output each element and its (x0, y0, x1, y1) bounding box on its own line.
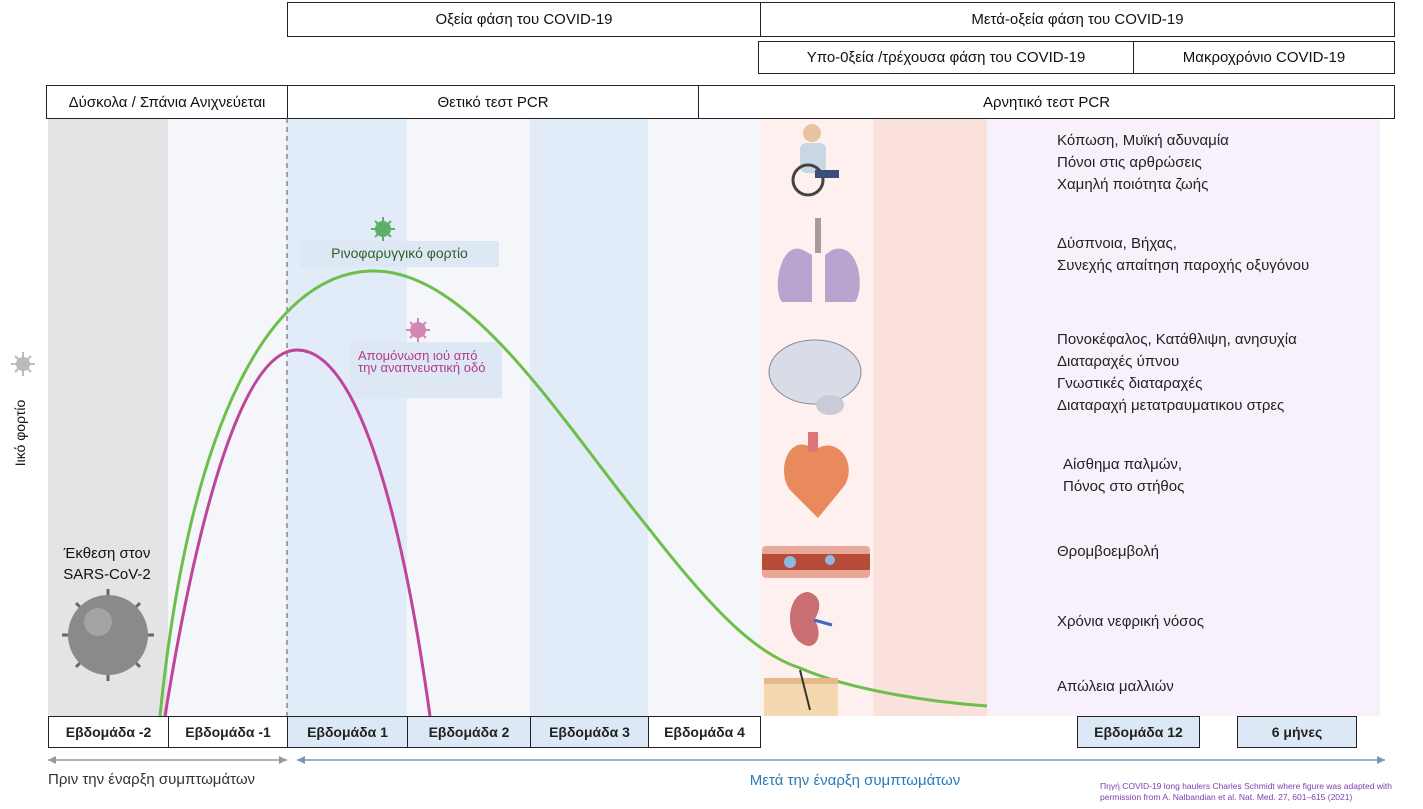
week-minus1: Εβδομάδα -1 (168, 716, 288, 748)
week-1: Εβδομάδα 1 (287, 716, 408, 748)
wheelchair-icon (791, 124, 839, 197)
brain-icon (768, 339, 862, 415)
y-axis-label: Ιικό φορτίο (12, 399, 28, 467)
before-arrow-left (48, 756, 56, 764)
before-arrow-right (279, 756, 287, 764)
phase-subacute: Υπο-0ξεία /τρέχουσα φάση του COVID-19 (758, 41, 1134, 74)
source-line-2: permission from A. Nalbandian et al. Nat… (1100, 792, 1353, 802)
gray-virus-icon (11, 352, 35, 376)
green-label-bg (300, 241, 499, 267)
green-virus-icon (371, 217, 395, 241)
six-months: 6 μήνες (1237, 716, 1357, 748)
phase-post-acute: Μετά-οξεία φάση του COVID-19 (760, 2, 1395, 37)
symptom-respiratory: Δύσπνοια, Βήχας, Συνεχής απαίτηση παροχή… (1057, 235, 1310, 274)
exposure-label: Έκθεση στον SARS-CoV-2 (63, 545, 151, 583)
phase-long: Μακροχρόνιο COVID-19 (1133, 41, 1395, 74)
band-week-minus1 (168, 118, 287, 716)
week-4: Εβδομάδα 4 (648, 716, 761, 748)
band-week2 (407, 118, 530, 716)
pcr-positive: Θετικό τεστ PCR (287, 85, 699, 119)
week-3: Εβδομάδα 3 (530, 716, 649, 748)
band-week1 (287, 118, 407, 716)
heart-icon (784, 432, 849, 518)
blood-vessel-icon (762, 546, 870, 578)
purple-curve (163, 348, 432, 717)
sars-cov-2-virus-icon (62, 589, 154, 681)
week-12: Εβδομάδα 12 (1077, 716, 1200, 748)
after-arrow-left (297, 756, 305, 764)
source-line-1: Πηγή COVID-19 long haulers Charles Schmi… (1100, 781, 1392, 791)
symptom-thrombo: Θρομβοεμβολή (1057, 543, 1160, 560)
symptom-kidney: Χρόνια νεφρική νόσος (1057, 613, 1205, 630)
band-long (987, 118, 1380, 716)
green-curve-label: Ρινοφαρυγγικό φορτίο (331, 245, 468, 261)
phase-acute: Οξεία φάση του COVID-19 (287, 2, 761, 37)
source-citation: Πηγή COVID-19 long haulers Charles Schmi… (1100, 781, 1392, 803)
green-curve (158, 269, 988, 717)
week-minus2: Εβδομάδα -2 (48, 716, 169, 748)
pcr-hard: Δύσκολα / Σπάνια Ανιχνεύεται (46, 85, 288, 119)
band-week3 (530, 118, 648, 716)
kidney-icon (789, 592, 833, 646)
symptom-cardiac: Αίσθημα παλμών, Πόνος στο στήθος (1063, 456, 1185, 495)
symptom-hair: Απώλεια μαλλιών (1057, 678, 1174, 695)
band-subacute-1 (760, 118, 873, 716)
band-week4 (648, 118, 760, 716)
purple-curve-label: Απομόνωση ιού από την αναπνευστική οδό (358, 348, 486, 375)
after-arrow-right (1377, 756, 1385, 764)
week-2: Εβδομάδα 2 (407, 716, 531, 748)
purple-virus-icon (406, 318, 430, 342)
lungs-icon (777, 218, 860, 302)
band-subacute-2 (873, 118, 987, 716)
after-onset-label: Μετά την έναρξη συμπτωμάτων (749, 772, 961, 789)
purple-label-bg (350, 342, 502, 398)
before-onset-label: Πριν την έναρξη συμπτωμάτων (48, 771, 256, 788)
skin-hair-icon (764, 669, 838, 716)
pcr-negative: Αρνητικό τεστ PCR (698, 85, 1395, 119)
symptom-fatigue: Κόπωση, Μυϊκή αδυναμία Πόνοι στις αρθρώσ… (1057, 132, 1229, 193)
symptom-neuro: Πονοκέφαλος, Κατάθλιψη, ανησυχία Διαταρα… (1057, 331, 1297, 414)
